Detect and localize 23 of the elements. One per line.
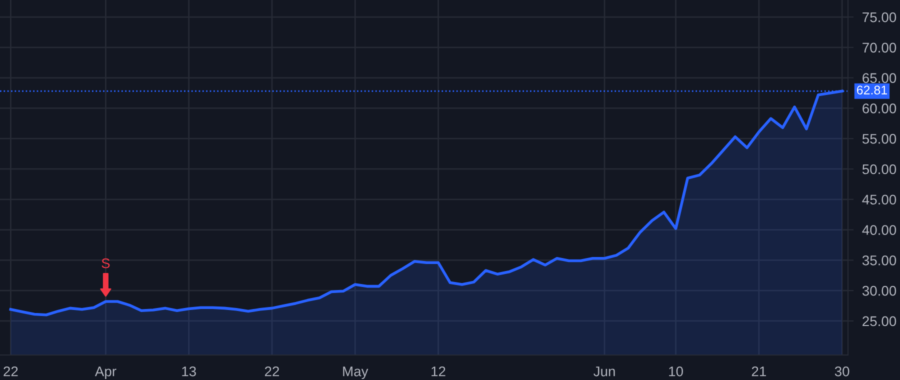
- y-tick-label: 45.00: [862, 194, 896, 205]
- y-tick-label: 40.00: [862, 225, 896, 235]
- y-tick-label: 30.00: [862, 286, 896, 296]
- x-tick-label: 30: [834, 366, 850, 376]
- y-tick-label: 55.00: [862, 134, 896, 144]
- y-tick-label: 60.00: [862, 104, 896, 114]
- x-tick-label: 22: [4, 366, 18, 376]
- y-tick-label: 50.00: [862, 164, 896, 174]
- y-tick-label: 25.00: [862, 316, 896, 326]
- x-tick-label: 12: [432, 366, 446, 376]
- y-tick-label: 35.00: [862, 256, 896, 266]
- x-tick-label: Jun: [594, 366, 615, 376]
- y-tick-label: 65.00: [862, 73, 896, 83]
- x-tick-label: 21: [752, 366, 766, 376]
- x-tick-label: 13: [182, 366, 196, 376]
- annotation: S: [102, 258, 110, 268]
- y-tick-label: 70.00: [862, 42, 896, 53]
- x-tick-label: Apr: [94, 366, 116, 380]
- x-tick-label: May: [343, 366, 368, 380]
- y-tick-label: 75.00: [862, 12, 896, 22]
- x-tick-label: 22: [264, 366, 280, 376]
- ref-line-label: 62.81: [856, 86, 888, 94]
- x-tick-label: 10: [669, 366, 683, 376]
